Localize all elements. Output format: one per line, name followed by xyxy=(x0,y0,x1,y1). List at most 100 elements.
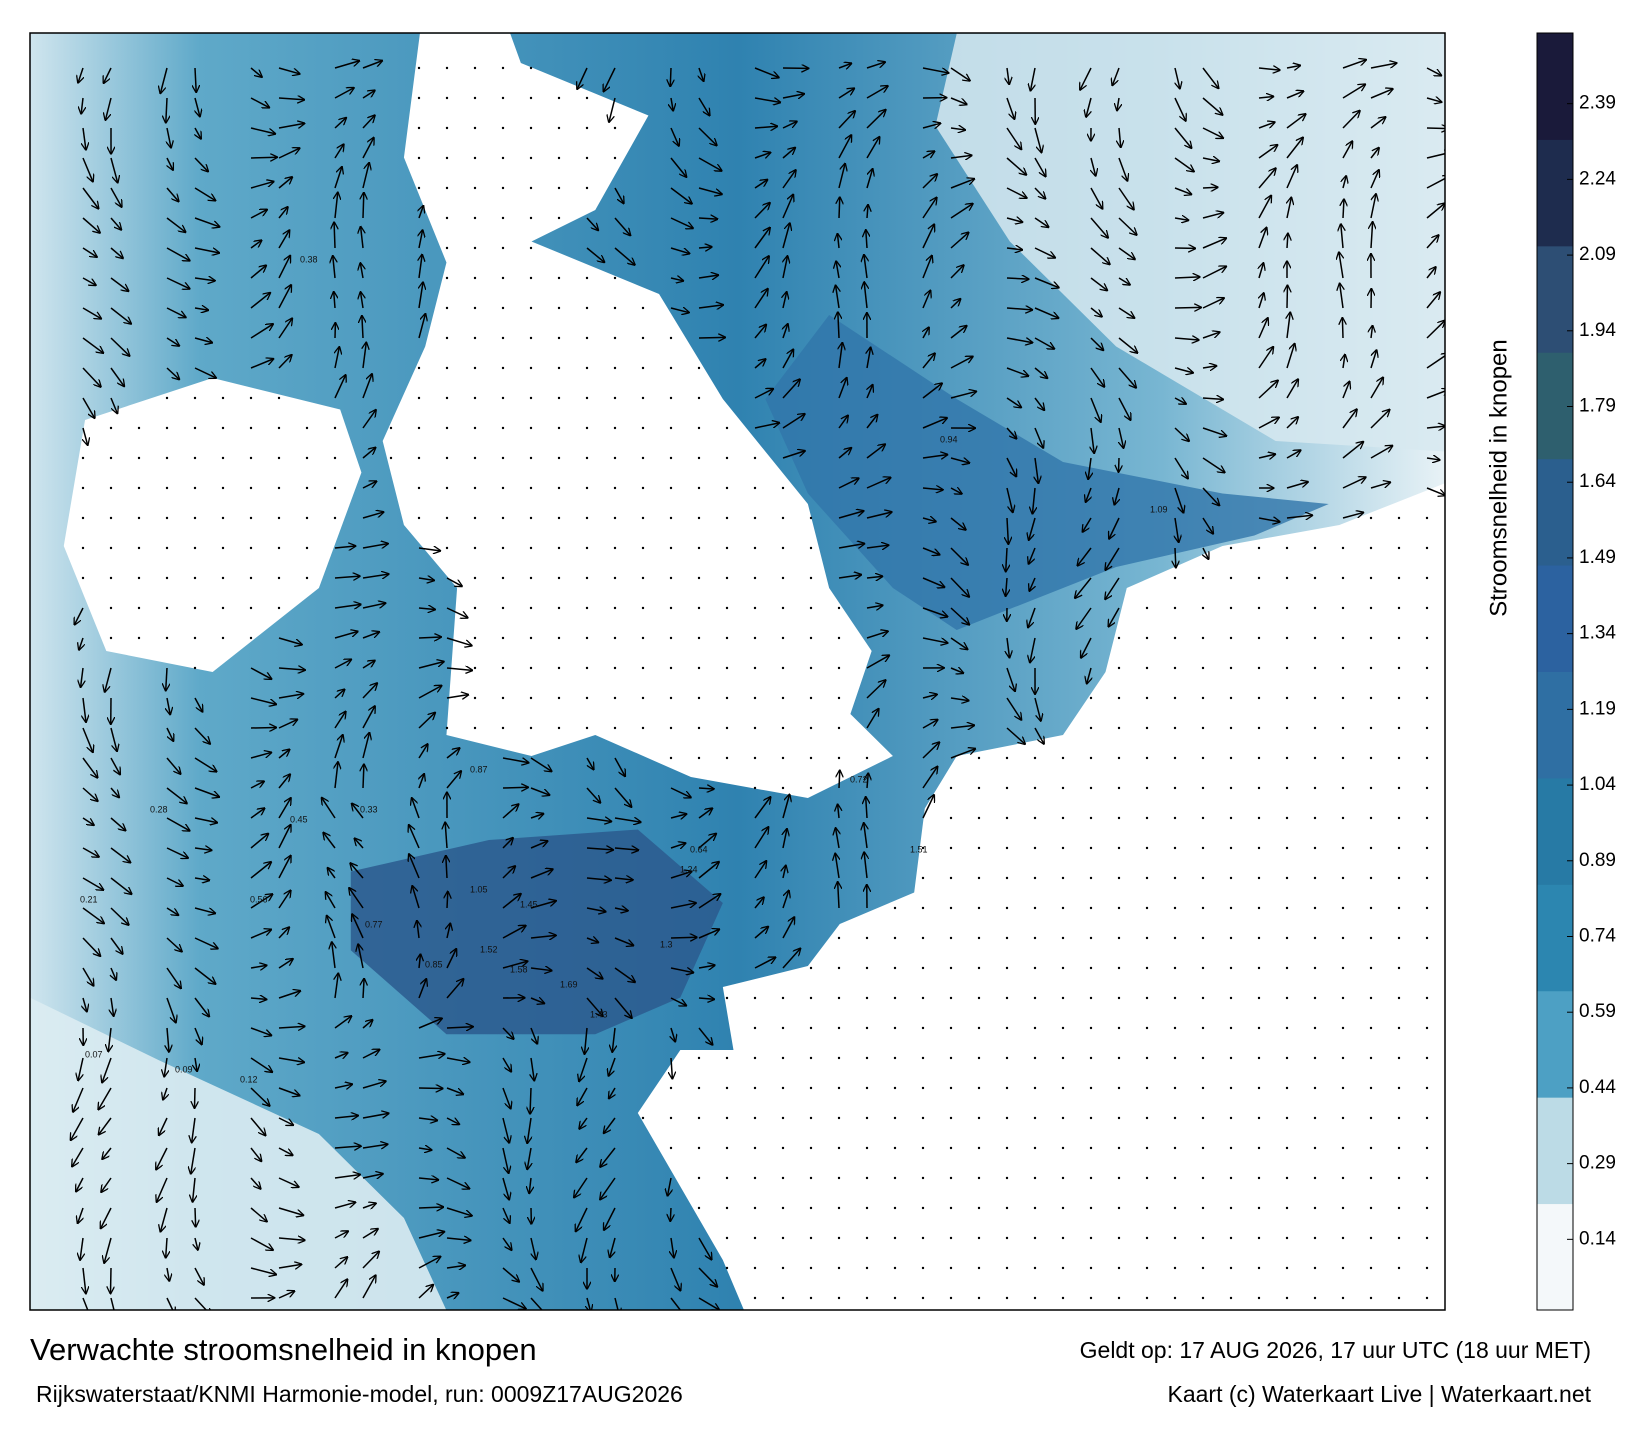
grid-dot xyxy=(1118,907,1120,909)
grid-dot xyxy=(1342,667,1344,669)
grid-dot xyxy=(222,517,224,519)
grid-dot xyxy=(1398,757,1400,759)
grid-dot xyxy=(558,547,560,549)
grid-dot xyxy=(1090,877,1092,879)
grid-dot xyxy=(446,277,448,279)
grid-dot xyxy=(418,67,420,69)
grid-dot xyxy=(978,967,980,969)
grid-dot xyxy=(1342,727,1344,729)
grid-dot xyxy=(1202,907,1204,909)
grid-dot xyxy=(1202,637,1204,639)
grid-dot xyxy=(1370,1147,1372,1149)
grid-dot xyxy=(1230,1117,1232,1119)
grid-dot xyxy=(530,67,532,69)
grid-dot xyxy=(614,457,616,459)
grid-dot xyxy=(726,457,728,459)
grid-dot xyxy=(1342,997,1344,999)
grid-dot xyxy=(82,577,84,579)
grid-dot xyxy=(1258,697,1260,699)
grid-dot xyxy=(474,607,476,609)
grid-dot xyxy=(838,997,840,999)
grid-dot xyxy=(1286,1207,1288,1209)
grid-dot xyxy=(1174,1267,1176,1269)
grid-dot xyxy=(1230,667,1232,669)
current-arrow xyxy=(363,764,364,788)
grid-dot xyxy=(838,1267,840,1269)
grid-dot xyxy=(810,727,812,729)
speed-label: 0.56 xyxy=(250,894,268,904)
grid-dot xyxy=(1286,907,1288,909)
grid-dot xyxy=(1062,1117,1064,1119)
grid-dot xyxy=(1006,1117,1008,1119)
grid-dot xyxy=(1370,1057,1372,1059)
grid-dot xyxy=(866,937,868,939)
grid-dot xyxy=(1230,607,1232,609)
grid-dot xyxy=(1230,1147,1232,1149)
grid-dot xyxy=(1370,877,1372,879)
grid-dot xyxy=(418,397,420,399)
grid-dot xyxy=(754,697,756,699)
grid-dot xyxy=(1286,1027,1288,1029)
grid-dot xyxy=(1342,1117,1344,1119)
grid-dot xyxy=(558,457,560,459)
grid-dot xyxy=(642,547,644,549)
grid-dot xyxy=(1062,967,1064,969)
grid-dot xyxy=(1258,577,1260,579)
grid-dot xyxy=(1090,697,1092,699)
grid-dot xyxy=(1202,1057,1204,1059)
grid-dot xyxy=(586,457,588,459)
grid-dot xyxy=(1370,517,1372,519)
grid-dot xyxy=(1398,937,1400,939)
grid-dot xyxy=(1202,607,1204,609)
grid-dot xyxy=(1174,787,1176,789)
grid-dot xyxy=(1174,1297,1176,1299)
grid-dot xyxy=(1258,967,1260,969)
grid-dot xyxy=(1286,787,1288,789)
grid-dot xyxy=(530,247,532,249)
current-arrow xyxy=(670,68,671,86)
speed-label: 0.28 xyxy=(150,804,168,814)
grid-dot xyxy=(922,1117,924,1119)
speed-label: 0.72 xyxy=(850,774,868,784)
grid-dot xyxy=(726,697,728,699)
grid-dot xyxy=(754,517,756,519)
grid-dot xyxy=(502,667,504,669)
grid-dot xyxy=(1034,877,1036,879)
grid-dot xyxy=(1314,847,1316,849)
grid-dot xyxy=(1118,967,1120,969)
grid-dot xyxy=(222,487,224,489)
grid-dot xyxy=(278,607,280,609)
grid-dot xyxy=(810,1117,812,1119)
grid-dot xyxy=(1286,847,1288,849)
grid-dot xyxy=(1034,757,1036,759)
grid-dot xyxy=(1286,877,1288,879)
grid-dot xyxy=(1398,1237,1400,1239)
grid-dot xyxy=(810,667,812,669)
grid-dot xyxy=(1034,1147,1036,1149)
grid-dot xyxy=(1426,1147,1428,1149)
grid-dot xyxy=(614,127,616,129)
grid-dot xyxy=(1398,967,1400,969)
grid-dot xyxy=(1146,1237,1148,1239)
grid-dot xyxy=(250,547,252,549)
grid-dot xyxy=(894,967,896,969)
grid-dot xyxy=(1146,607,1148,609)
grid-dot xyxy=(1118,1087,1120,1089)
grid-dot xyxy=(1286,967,1288,969)
grid-dot xyxy=(670,1087,672,1089)
grid-dot xyxy=(670,1147,672,1149)
grid-dot xyxy=(502,217,504,219)
grid-dot xyxy=(1174,937,1176,939)
current-arrow xyxy=(1342,318,1343,338)
grid-dot xyxy=(166,637,168,639)
grid-dot xyxy=(1146,997,1148,999)
grid-dot xyxy=(810,517,812,519)
grid-dot xyxy=(866,1087,868,1089)
grid-dot xyxy=(726,667,728,669)
current-arrow xyxy=(447,892,448,908)
grid-dot xyxy=(558,427,560,429)
colorbar-band xyxy=(1537,778,1573,885)
grid-dot xyxy=(978,847,980,849)
grid-dot xyxy=(138,577,140,579)
grid-dot xyxy=(1398,1267,1400,1269)
